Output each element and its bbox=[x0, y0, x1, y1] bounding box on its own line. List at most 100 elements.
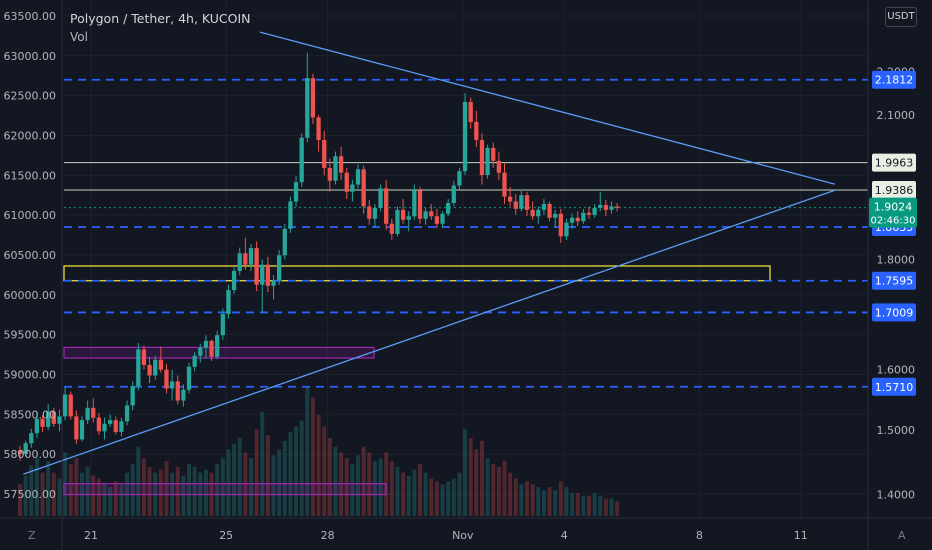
candle-body bbox=[536, 209, 541, 217]
candle-body bbox=[74, 416, 79, 440]
candle-body bbox=[164, 369, 169, 389]
auto-scale-button[interactable]: A bbox=[898, 529, 906, 542]
volume-bar bbox=[372, 461, 377, 516]
time-axis[interactable]: 21 25 28 Nov 4 8 11 bbox=[84, 529, 808, 542]
candle-body bbox=[153, 359, 158, 376]
left-tick-label-0: 63500.00 bbox=[4, 10, 57, 23]
candle-body bbox=[119, 421, 124, 432]
candle-body bbox=[389, 223, 394, 234]
candle-body bbox=[265, 264, 271, 286]
candle-body bbox=[231, 270, 237, 291]
volume-bar bbox=[592, 492, 597, 516]
volume-bar bbox=[350, 464, 355, 516]
volume-bar bbox=[277, 449, 282, 516]
volume-bar bbox=[192, 466, 197, 516]
volume-bar bbox=[175, 466, 180, 516]
volume-bar bbox=[164, 461, 169, 516]
level-badge-0 bbox=[872, 70, 916, 89]
candle-body bbox=[547, 203, 552, 218]
candle-body bbox=[40, 418, 45, 427]
candle-body bbox=[175, 381, 180, 401]
candle-body bbox=[564, 222, 569, 237]
candle-body bbox=[215, 335, 220, 357]
currency-unit-button[interactable]: USDT bbox=[885, 7, 917, 27]
candle-body bbox=[479, 140, 485, 176]
candle-body bbox=[609, 206, 614, 210]
volume-bar bbox=[254, 429, 259, 516]
candle-body bbox=[400, 209, 406, 220]
candle-body bbox=[372, 207, 378, 219]
candle-body bbox=[96, 417, 102, 432]
volume-bar bbox=[232, 443, 237, 516]
candle-body bbox=[254, 248, 259, 285]
x-tick-label-4: 4 bbox=[561, 529, 568, 542]
volume-bar bbox=[271, 455, 276, 516]
candle-body bbox=[85, 407, 90, 421]
left-tick-label-6: 60500.00 bbox=[4, 249, 57, 262]
candle-body bbox=[248, 248, 254, 265]
volume-bar bbox=[530, 484, 535, 516]
volume-bar bbox=[423, 472, 428, 516]
volume-bar bbox=[299, 420, 304, 516]
candle-body bbox=[102, 423, 107, 432]
candle-body bbox=[474, 121, 479, 141]
candle-body bbox=[558, 213, 563, 237]
volume-bar bbox=[434, 481, 439, 516]
volume-bar bbox=[395, 466, 400, 516]
volume-bar bbox=[294, 426, 299, 516]
candle-body bbox=[158, 359, 163, 370]
volume-bar bbox=[68, 464, 73, 516]
level-badge-label-2: 1.9386 bbox=[875, 184, 914, 197]
volume-bar bbox=[541, 490, 546, 516]
volume-bar bbox=[51, 472, 56, 516]
candle-body bbox=[615, 206, 620, 208]
level-badge-label-0: 2.1812 bbox=[875, 74, 914, 87]
volume-bar bbox=[536, 487, 541, 516]
volume-bar bbox=[265, 435, 270, 516]
candle-body bbox=[124, 405, 130, 422]
candle-body bbox=[338, 156, 344, 173]
volume-bar bbox=[603, 498, 608, 516]
volume-bar bbox=[288, 432, 293, 516]
candle-body bbox=[524, 195, 530, 210]
candle-body bbox=[136, 349, 141, 387]
candle-body bbox=[68, 394, 73, 417]
volume-bar bbox=[474, 449, 479, 516]
volume-bar bbox=[249, 458, 253, 516]
volume-bar bbox=[40, 472, 45, 516]
volume-bar bbox=[463, 429, 468, 516]
candle-body bbox=[316, 117, 321, 141]
left-tick-label-1: 63000.00 bbox=[4, 50, 57, 63]
candle-body bbox=[34, 418, 40, 434]
grid bbox=[64, 0, 866, 518]
left-price-axis[interactable]: 63500.00 63000.00 62500.00 62000.00 61500.00… bbox=[4, 10, 57, 501]
x-tick-label-5: 8 bbox=[696, 529, 703, 542]
candle-body bbox=[569, 217, 575, 223]
candle-body bbox=[17, 450, 23, 455]
volume-indicator-label[interactable]: Vol bbox=[70, 30, 88, 44]
volume-bar bbox=[451, 478, 456, 516]
candle-body bbox=[243, 253, 248, 265]
x-tick-label-3: Nov bbox=[452, 529, 474, 542]
candle-body bbox=[355, 169, 361, 185]
zoom-corner-button[interactable]: Z bbox=[28, 529, 36, 542]
candle-body bbox=[226, 290, 231, 315]
volume-bar bbox=[108, 487, 113, 516]
candle-body bbox=[581, 212, 586, 222]
volume-bar bbox=[181, 475, 186, 516]
candle-body bbox=[350, 184, 355, 192]
candle-body bbox=[169, 381, 175, 389]
volume-bar bbox=[158, 469, 163, 516]
volume-bar bbox=[34, 458, 39, 516]
volume-bar bbox=[322, 426, 327, 516]
volume-bar bbox=[615, 501, 620, 516]
countdown-label: 02:46:30 bbox=[871, 216, 916, 227]
volume-bar bbox=[457, 472, 462, 516]
volume-bar bbox=[570, 492, 575, 516]
level-badge-label-4: 1.7595 bbox=[875, 275, 914, 288]
candle-body bbox=[130, 386, 135, 406]
candle-body bbox=[519, 195, 524, 209]
